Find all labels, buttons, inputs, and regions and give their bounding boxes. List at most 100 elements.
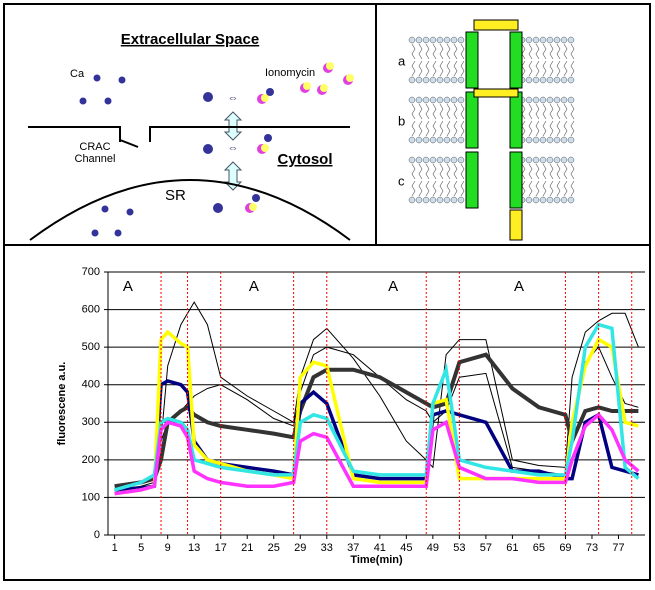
lipid-head xyxy=(429,196,437,204)
lipid-tail xyxy=(418,163,423,197)
cap xyxy=(473,88,519,98)
x-tick-label: 17 xyxy=(215,542,227,554)
label: Channel xyxy=(75,153,116,165)
lipid-head xyxy=(539,196,547,204)
lipid-head xyxy=(415,156,423,164)
y-tick-label: 300 xyxy=(82,416,100,428)
lipid-head xyxy=(532,136,540,144)
annotation: A xyxy=(514,278,524,295)
lipid-tail xyxy=(460,43,465,77)
lipid-head xyxy=(436,96,444,104)
lipid-head xyxy=(546,196,554,204)
lipid-head xyxy=(408,76,416,84)
diagram-title: Extracellular Space xyxy=(121,31,259,48)
y-tick-label: 400 xyxy=(82,379,100,391)
lipid-head xyxy=(560,156,568,164)
lipid-tail xyxy=(439,43,444,77)
lipid-tail xyxy=(446,43,451,77)
lipid-tail xyxy=(411,163,416,197)
svg-text:⇔: ⇔ xyxy=(228,92,239,104)
lipid-tail xyxy=(535,43,540,77)
lipid-tail xyxy=(446,103,451,137)
series-line xyxy=(114,301,639,495)
lipid-head xyxy=(429,136,437,144)
membrane xyxy=(28,126,350,142)
lipid-head xyxy=(553,76,561,84)
lipid-tail xyxy=(549,103,554,137)
label: Cytosol xyxy=(277,151,332,168)
lipid-head xyxy=(539,136,547,144)
annotation: A xyxy=(123,278,133,295)
lipid-head xyxy=(525,136,533,144)
sr-membrane xyxy=(29,179,351,241)
x-tick-label: 1 xyxy=(112,542,118,554)
lipid-tail xyxy=(425,43,430,77)
lipid-head xyxy=(560,76,568,84)
channel xyxy=(465,31,479,89)
lipid-tail xyxy=(535,163,540,197)
lipid-head xyxy=(450,36,458,44)
annotation: A xyxy=(388,278,398,295)
lipid-head xyxy=(567,96,575,104)
y-tick-label: 600 xyxy=(82,303,100,315)
x-tick-label: 77 xyxy=(612,542,624,554)
lipid-tail xyxy=(563,163,568,197)
x-tick-label: 37 xyxy=(347,542,359,554)
lipid-tail xyxy=(521,43,526,77)
lipid-head xyxy=(539,76,547,84)
lipid-head xyxy=(429,156,437,164)
lipid-head xyxy=(429,76,437,84)
lipid-head xyxy=(553,136,561,144)
lipid-tail xyxy=(460,103,465,137)
lipid-head xyxy=(415,136,423,144)
lipid-head xyxy=(443,76,451,84)
x-tick-label: 53 xyxy=(453,542,465,554)
lipid-head xyxy=(408,156,416,164)
label: CRAC xyxy=(79,141,110,153)
lipid-head xyxy=(450,156,458,164)
x-tick-label: 73 xyxy=(586,542,598,554)
lipid-head xyxy=(443,96,451,104)
lipid-head xyxy=(450,136,458,144)
y-axis-label: fluorescene a.u. xyxy=(56,362,68,446)
lipid-head xyxy=(429,36,437,44)
panel-label: b xyxy=(398,113,405,128)
lipid-tail xyxy=(549,163,554,197)
lipid-tail xyxy=(453,103,458,137)
lipid-tail xyxy=(535,103,540,137)
x-tick-label: 65 xyxy=(533,542,545,554)
lipid-head xyxy=(450,76,458,84)
lipid-head xyxy=(415,76,423,84)
ca-ions xyxy=(79,74,134,237)
lipid-head xyxy=(539,96,547,104)
y-tick-label: 500 xyxy=(82,341,100,353)
lipid-head xyxy=(415,96,423,104)
lipid-tail xyxy=(570,163,575,197)
lipid-tail xyxy=(411,43,416,77)
lipid-tail xyxy=(411,103,416,137)
lipid-head xyxy=(422,36,430,44)
x-tick-label: 33 xyxy=(321,542,333,554)
lipid-head xyxy=(546,76,554,84)
lipid-head xyxy=(525,156,533,164)
lipid-tail xyxy=(432,163,437,197)
lipid-tail xyxy=(453,163,458,197)
lipid-tail xyxy=(439,103,444,137)
lipid-head xyxy=(443,156,451,164)
lipid-head xyxy=(532,156,540,164)
series-line xyxy=(114,329,639,496)
lipid-head xyxy=(539,156,547,164)
lipid-head xyxy=(525,196,533,204)
lipid-tail xyxy=(432,103,437,137)
label: SR xyxy=(165,187,186,204)
lipid-head xyxy=(422,156,430,164)
y-tick-label: 700 xyxy=(82,266,100,278)
lipid-tail xyxy=(460,163,465,197)
lipid-tail xyxy=(432,43,437,77)
chart: 0 100 200 300 400 500 600 700 1 5 9 13 17 21 25 29 33 37 4… xyxy=(56,266,645,566)
x-tick-label: 61 xyxy=(506,542,518,554)
x-tick-label: 13 xyxy=(188,542,200,554)
lipid-head xyxy=(422,136,430,144)
y-tick-label: 0 xyxy=(94,529,100,541)
lipid-head xyxy=(532,36,540,44)
